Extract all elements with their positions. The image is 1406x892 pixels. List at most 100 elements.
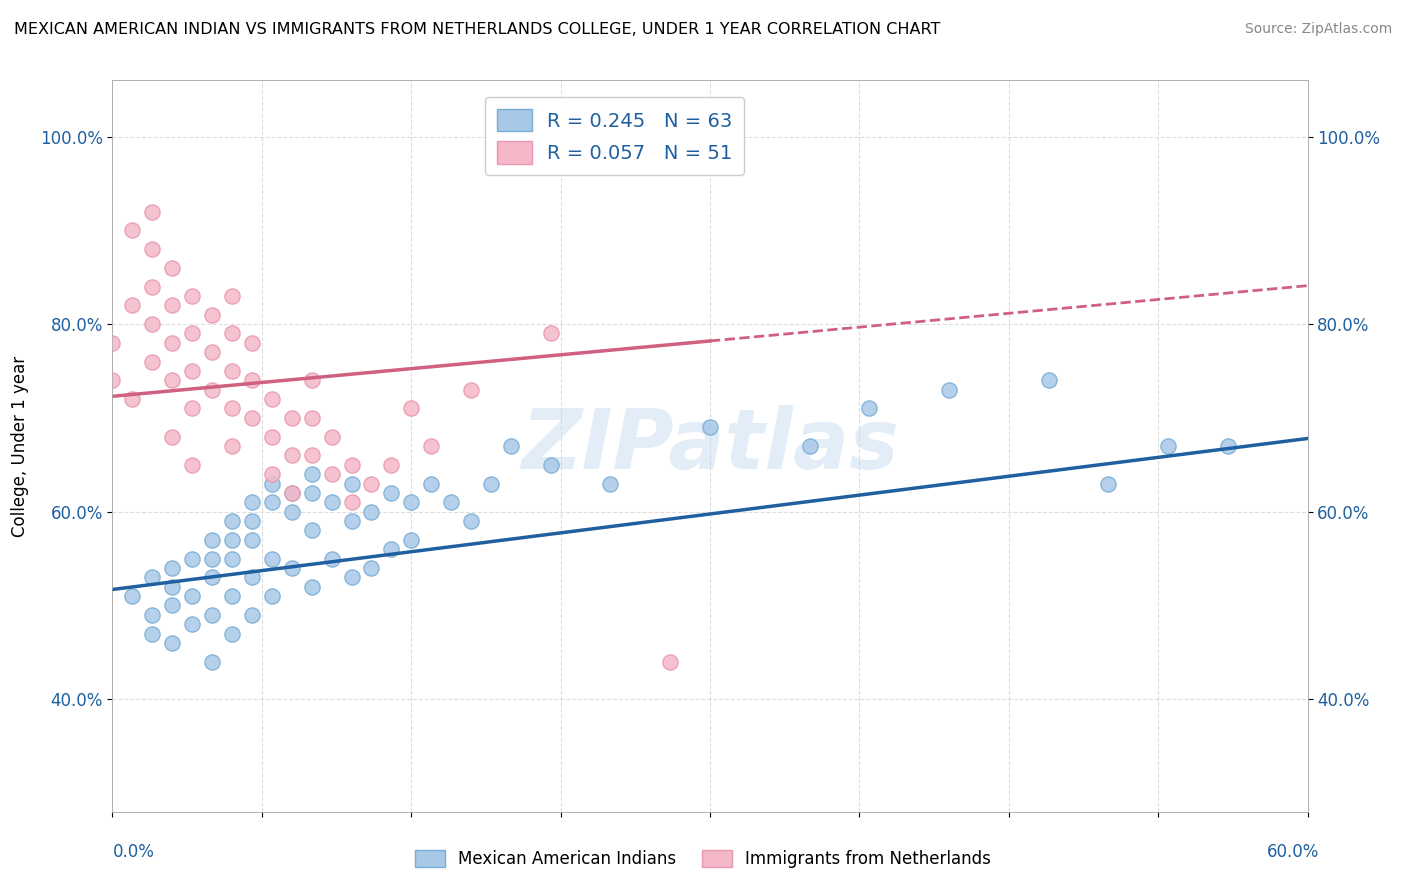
Text: ZIPatlas: ZIPatlas [522,406,898,486]
Point [479,476,502,491]
Point [281,561,304,575]
Point [221,289,243,303]
Point [201,533,224,547]
Text: Source: ZipAtlas.com: Source: ZipAtlas.com [1244,22,1392,37]
Point [181,326,204,341]
Point [1097,476,1119,491]
Point [162,260,183,275]
Point [401,495,423,509]
Point [240,373,263,387]
Point [162,429,183,443]
Point [281,449,304,463]
Point [201,383,224,397]
Point [499,439,522,453]
Point [240,410,263,425]
Point [401,533,423,547]
Point [221,401,243,416]
Point [181,364,204,378]
Point [121,392,143,406]
Point [221,326,243,341]
Point [181,401,204,416]
Point [1216,439,1239,453]
Point [141,317,163,331]
Point [141,204,163,219]
Point [360,476,382,491]
Point [540,326,562,341]
Point [221,439,243,453]
Point [181,589,204,603]
Point [201,345,224,359]
Point [380,486,402,500]
Point [460,383,482,397]
Y-axis label: College, Under 1 year: College, Under 1 year [11,355,28,537]
Point [201,308,224,322]
Point [281,410,304,425]
Point [301,373,323,387]
Point [301,410,323,425]
Point [540,458,562,472]
Point [181,458,204,472]
Point [340,514,363,528]
Point [240,570,263,584]
Point [281,505,304,519]
Point [260,467,283,482]
Point [659,655,682,669]
Point [121,223,143,237]
Point [260,589,283,603]
Point [340,476,363,491]
Point [420,476,443,491]
Point [141,626,163,640]
Legend: Mexican American Indians, Immigrants from Netherlands: Mexican American Indians, Immigrants fro… [409,843,997,875]
Point [240,514,263,528]
Point [301,467,323,482]
Point [281,486,304,500]
Point [260,551,283,566]
Point [162,561,183,575]
Point [340,570,363,584]
Point [221,533,243,547]
Point [162,298,183,312]
Point [240,495,263,509]
Point [321,551,343,566]
Point [201,607,224,622]
Point [260,392,283,406]
Point [340,495,363,509]
Point [321,429,343,443]
Point [599,476,621,491]
Point [162,373,183,387]
Point [938,383,960,397]
Point [240,607,263,622]
Text: 60.0%: 60.0% [1267,843,1320,861]
Point [141,279,163,293]
Point [221,364,243,378]
Point [101,335,124,350]
Point [162,636,183,650]
Point [699,420,721,434]
Point [360,561,382,575]
Point [260,476,283,491]
Point [201,655,224,669]
Point [440,495,463,509]
Point [281,486,304,500]
Point [181,289,204,303]
Point [321,495,343,509]
Point [221,514,243,528]
Point [240,335,263,350]
Point [1038,373,1060,387]
Point [301,580,323,594]
Legend: R = 0.245   N = 63, R = 0.057   N = 51: R = 0.245 N = 63, R = 0.057 N = 51 [485,97,744,176]
Point [181,617,204,632]
Point [141,570,163,584]
Text: 0.0%: 0.0% [112,843,155,861]
Point [340,458,363,472]
Point [260,495,283,509]
Point [181,551,204,566]
Point [260,429,283,443]
Point [221,589,243,603]
Point [162,599,183,613]
Point [162,335,183,350]
Point [121,298,143,312]
Point [858,401,880,416]
Point [301,449,323,463]
Point [141,242,163,256]
